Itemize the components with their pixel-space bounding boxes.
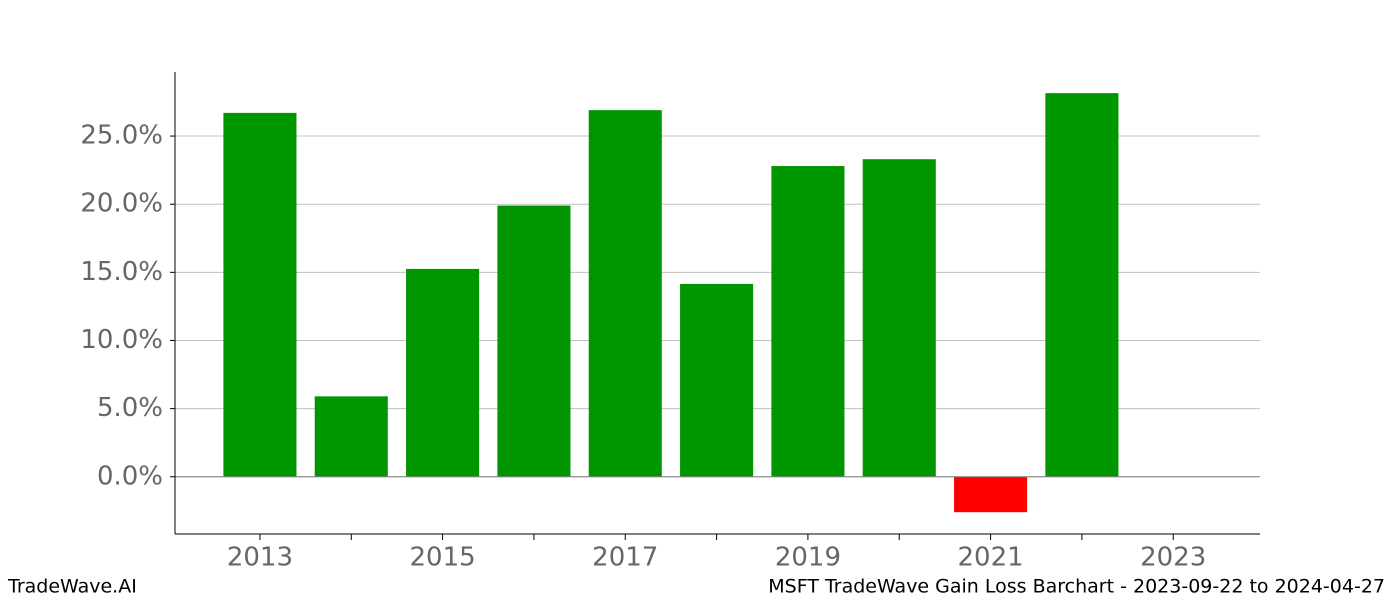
x-tick-label: 2015 bbox=[410, 543, 476, 573]
watermark: TradeWave.AI bbox=[7, 576, 137, 598]
bar bbox=[680, 283, 754, 477]
x-tick-label: 2023 bbox=[1140, 543, 1206, 573]
bar bbox=[497, 205, 571, 477]
x-tick-label: 2017 bbox=[592, 543, 658, 573]
bar bbox=[862, 159, 936, 477]
bar bbox=[588, 110, 662, 477]
bar bbox=[771, 166, 845, 477]
bar bbox=[406, 268, 480, 477]
y-tick-label: 0.0% bbox=[97, 461, 163, 491]
x-tick-label: 2019 bbox=[775, 543, 841, 573]
chart-title: MSFT TradeWave Gain Loss Barchart - 2023… bbox=[768, 576, 1385, 598]
y-tick-label: 5.0% bbox=[97, 393, 163, 423]
x-tick-label: 2013 bbox=[227, 543, 293, 573]
y-tick-label: 25.0% bbox=[80, 121, 163, 151]
bar bbox=[314, 396, 388, 477]
bar bbox=[954, 476, 1028, 513]
y-tick-label: 20.0% bbox=[80, 189, 163, 219]
bar bbox=[1045, 93, 1119, 477]
bar bbox=[223, 112, 297, 477]
y-tick-label: 15.0% bbox=[80, 257, 163, 287]
y-tick-label: 10.0% bbox=[80, 325, 163, 355]
x-tick-label: 2021 bbox=[957, 543, 1023, 573]
